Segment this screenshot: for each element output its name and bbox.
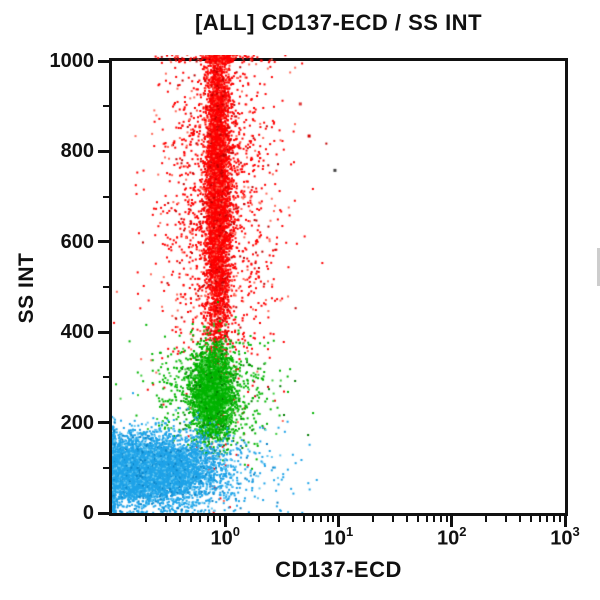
x-minor-tick — [529, 516, 532, 522]
x-major-tick — [450, 516, 454, 527]
x-minor-tick — [391, 516, 394, 522]
y-minor-tick — [103, 286, 109, 288]
x-minor-tick — [258, 516, 261, 522]
x-minor-tick — [433, 516, 436, 522]
x-tick-label: 103 — [550, 524, 580, 550]
y-tick-label: 0 — [82, 502, 94, 524]
x-tick-label: 101 — [323, 524, 354, 550]
plot-area: 0 200 400 600 800 1000 100 101 102 103 — [50, 50, 580, 550]
x-minor-tick — [405, 516, 408, 522]
x-major-tick — [223, 516, 227, 527]
x-minor-tick — [219, 516, 222, 522]
x-minor-tick — [292, 516, 295, 522]
y-major-tick — [98, 240, 109, 244]
y-tick-label: 200 — [60, 411, 94, 434]
y-major-tick — [98, 511, 109, 515]
y-major-tick — [98, 330, 109, 334]
x-major-tick — [337, 516, 340, 527]
x-minor-tick — [206, 516, 209, 522]
x-minor-tick — [326, 516, 329, 522]
y-tick-label: 400 — [60, 321, 94, 344]
y-axis-title: SS INT — [15, 252, 38, 324]
x-minor-tick — [213, 516, 216, 522]
x-minor-tick — [312, 516, 315, 522]
y-major-tick — [98, 421, 109, 425]
y-tick-label: 800 — [60, 140, 94, 163]
x-minor-tick — [145, 516, 148, 522]
x-tick-label: 102 — [437, 524, 467, 550]
x-minor-tick — [179, 516, 182, 522]
y-minor-tick — [103, 376, 109, 379]
x-minor-tick — [439, 516, 442, 522]
x-minor-tick — [278, 516, 281, 522]
y-minor-tick — [103, 195, 109, 198]
x-minor-tick — [504, 516, 507, 522]
scatter-canvas — [112, 55, 565, 513]
x-major-tick — [563, 516, 567, 527]
x-tick-label: 100 — [210, 524, 240, 550]
x-minor-tick — [553, 516, 556, 522]
y-minor-tick — [103, 105, 109, 108]
x-minor-tick — [319, 516, 322, 522]
x-minor-tick — [416, 516, 419, 522]
x-minor-tick — [484, 516, 487, 522]
y-tick-label: 1000 — [49, 50, 95, 72]
x-minor-tick — [371, 516, 374, 522]
x-minor-tick — [190, 516, 193, 522]
x-minor-tick — [332, 516, 335, 522]
x-minor-tick — [445, 516, 448, 522]
x-minor-tick — [199, 516, 202, 522]
y-major-tick — [98, 149, 109, 153]
chart-title: [ALL] CD137-ECD / SS INT — [194, 10, 483, 35]
x-minor-tick — [538, 516, 541, 522]
x-minor-tick — [165, 516, 168, 522]
y-minor-tick — [103, 466, 109, 469]
x-minor-tick — [518, 516, 521, 522]
y-major-tick — [98, 59, 109, 63]
x-minor-tick — [558, 516, 561, 522]
x-axis-title: CD137-ECD — [275, 557, 402, 582]
y-tick-label: 600 — [60, 230, 94, 253]
edge-artifact — [597, 248, 600, 286]
x-minor-tick — [425, 516, 428, 522]
x-minor-tick — [546, 516, 549, 522]
x-minor-tick — [303, 516, 306, 522]
